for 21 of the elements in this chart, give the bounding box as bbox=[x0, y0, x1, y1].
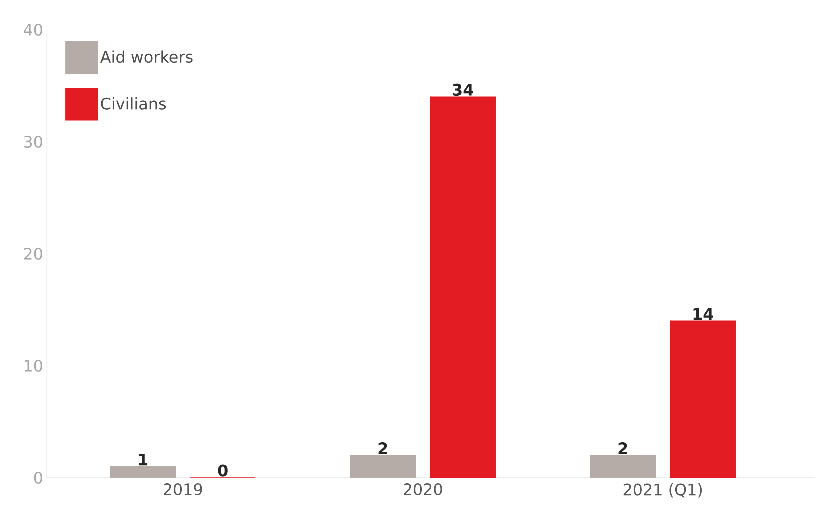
y-tick-label: 10 bbox=[24, 360, 42, 372]
x-tick-label: 2021 (Q1) bbox=[624, 484, 702, 498]
legend-label: Aid workers bbox=[100, 50, 193, 64]
bar bbox=[430, 96, 496, 478]
data-label: 2 bbox=[378, 442, 388, 454]
bar bbox=[350, 455, 416, 478]
y-tick-label: 0 bbox=[34, 472, 42, 484]
data-label: 2 bbox=[618, 442, 628, 454]
y-tick-label: 30 bbox=[24, 136, 42, 148]
y-tick-label: 20 bbox=[24, 248, 42, 260]
data-label: 34 bbox=[453, 84, 474, 96]
bar bbox=[590, 455, 656, 478]
legend-label: Civilians bbox=[101, 98, 166, 110]
bar bbox=[670, 320, 736, 478]
x-tick-label: 2019 bbox=[164, 484, 202, 496]
bar bbox=[110, 466, 176, 478]
data-label: 1 bbox=[139, 454, 148, 466]
data-label: 14 bbox=[694, 308, 714, 320]
x-tick-label: 2020 bbox=[404, 484, 442, 496]
data-label: 0 bbox=[218, 464, 228, 477]
y-tick-label: 40 bbox=[24, 24, 42, 36]
